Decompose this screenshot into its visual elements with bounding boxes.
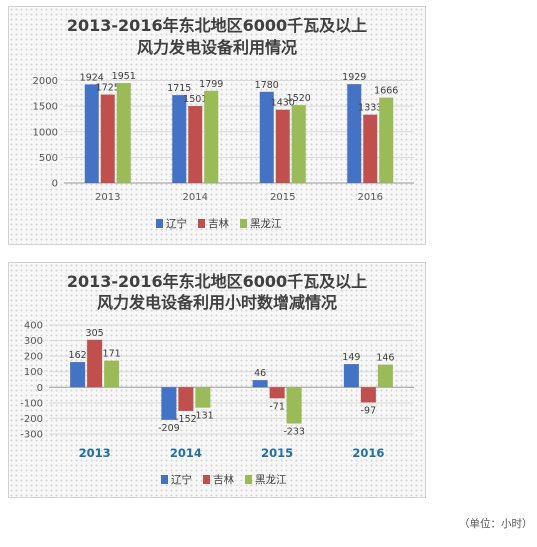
data-label: 1780 [255, 80, 279, 91]
data-label: 305 [86, 328, 104, 339]
data-label: 149 [342, 352, 360, 363]
bar [195, 387, 211, 408]
data-label: 1501 [183, 94, 207, 105]
legend-swatch [245, 475, 252, 484]
data-label: -71 [269, 401, 285, 412]
x-category-label: 2016 [352, 446, 384, 460]
data-label: 146 [376, 353, 394, 364]
y-tick-label: 0 [52, 179, 58, 190]
y-tick-label: 200 [24, 352, 43, 363]
chart-panel-utilization: 2013-2016年东北地区6000千瓦及以上 风力发电设备利用情况 0 500 100… [8, 6, 426, 245]
y-tick-label: -200 [20, 414, 43, 425]
x-category-label: 2013 [79, 446, 111, 460]
bar [343, 364, 359, 388]
x-category-label: 2013 [95, 192, 120, 203]
chart-panel-change: 2013-2016年东北地区6000千瓦及以上 风力发电设备利用小时数增减情况 40… [8, 262, 426, 498]
legend-label: 黑龙江 [250, 217, 282, 230]
y-tick-label: -100 [20, 398, 43, 409]
bar [87, 339, 103, 388]
bar [172, 95, 187, 183]
legend-label: 吉林 [208, 217, 229, 230]
y-tick-label: 1500 [33, 102, 58, 113]
legend-swatch [161, 475, 168, 484]
y-tick-label: -300 [20, 430, 43, 441]
chart-title-line: 2013-2016年东北地区6000千瓦及以上 [67, 16, 367, 35]
chart-title-line: 风力发电设备利用情况 [137, 38, 297, 57]
bar [269, 387, 285, 399]
x-category-label: 2014 [170, 446, 202, 460]
bar [259, 91, 274, 183]
y-tick-label: 0 [37, 383, 43, 394]
data-label: 1520 [287, 93, 311, 104]
y-tick-label: 400 [24, 321, 43, 332]
legend-label: 辽宁 [166, 217, 187, 230]
bar [379, 97, 394, 183]
legend-label: 吉林 [213, 473, 234, 486]
bar [363, 114, 378, 183]
x-category-label: 2015 [261, 446, 293, 460]
legend-swatch [156, 219, 163, 228]
legend-label: 黑龙江 [255, 473, 287, 486]
y-tick-label: 300 [24, 336, 43, 347]
x-category-label: 2016 [358, 192, 383, 203]
bar [291, 105, 306, 183]
chart-title-line: 风力发电设备利用小时数增减情况 [97, 293, 337, 312]
bar [84, 84, 99, 183]
bar [286, 387, 302, 424]
data-label: 1951 [112, 71, 136, 82]
bar [100, 94, 115, 183]
bar [204, 90, 219, 183]
bar [161, 387, 177, 420]
x-category-label: 2014 [183, 192, 208, 203]
data-label: -131 [192, 411, 214, 422]
legend-swatch [203, 475, 210, 484]
data-label: 171 [103, 349, 121, 360]
chart-title-line: 2013-2016年东北地区6000千瓦及以上 [67, 272, 367, 291]
data-label: 1799 [199, 79, 223, 90]
data-label: 162 [69, 350, 87, 361]
data-label: 1924 [80, 72, 104, 83]
bar [347, 84, 362, 183]
bar [377, 364, 393, 388]
bar [360, 387, 376, 403]
data-label: -233 [283, 427, 305, 438]
y-tick-label: 500 [39, 153, 58, 164]
legend-label: 辽宁 [171, 473, 192, 486]
bar [275, 109, 290, 183]
bar [178, 387, 194, 411]
data-label: 1715 [167, 83, 191, 94]
x-category-label: 2015 [270, 192, 295, 203]
data-label: -97 [361, 405, 377, 416]
data-label: 1725 [96, 83, 120, 94]
y-tick-label: 100 [24, 367, 43, 378]
data-label: -152 [175, 414, 197, 425]
bar [188, 106, 203, 183]
data-label: 1666 [374, 86, 398, 97]
y-tick-label: 2000 [33, 76, 58, 87]
unit-note: （单位：小时） [459, 518, 533, 530]
bar [104, 360, 120, 388]
data-label: 1929 [342, 72, 366, 83]
legend-swatch [240, 219, 247, 228]
legend-swatch [198, 219, 205, 228]
y-tick-label: 1000 [33, 127, 58, 138]
bar [252, 380, 268, 388]
data-label: 46 [254, 368, 266, 379]
bar [70, 362, 86, 388]
data-label: 1430 [271, 98, 295, 109]
data-label: 1333 [358, 103, 382, 114]
bar [116, 83, 131, 183]
data-label: -209 [158, 423, 180, 434]
